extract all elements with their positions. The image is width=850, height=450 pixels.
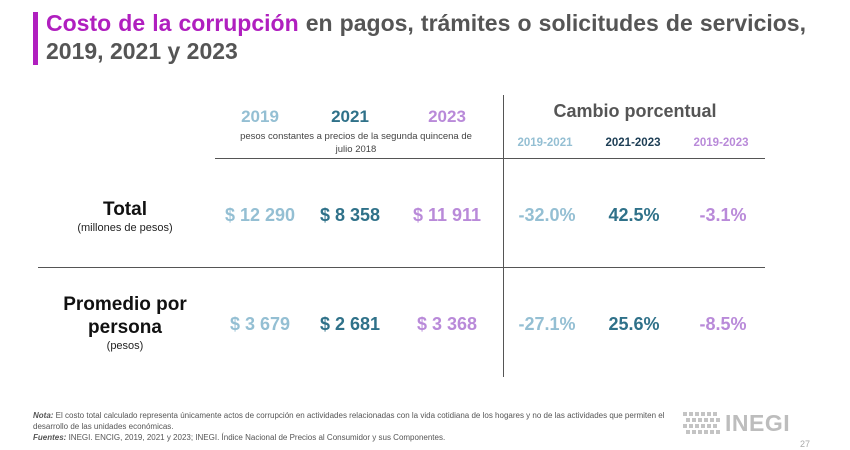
- period-2019-2021: 2019-2021: [517, 137, 573, 149]
- inegi-logo: INEGI: [683, 410, 803, 436]
- value-total-2023: $ 11 911: [412, 205, 482, 225]
- change-average-2021-2023: 25.6%: [608, 314, 660, 334]
- change-average-2019-2021: -27.1%: [518, 314, 576, 334]
- value-average-2021: $ 2 681: [319, 314, 381, 334]
- year-header-2021: 2021: [331, 107, 369, 126]
- change-total-2021-2023: 42.5%: [608, 205, 660, 225]
- note-label: Nota:: [33, 411, 54, 420]
- year-header-2019: 2019: [241, 107, 279, 126]
- change-total-2019-2023: -3.1%: [699, 205, 747, 225]
- header-divider: [215, 158, 765, 159]
- row-title: Promedio por persona: [63, 294, 187, 338]
- inegi-logo-icon: [683, 412, 720, 434]
- logo-wordmark: INEGI: [725, 410, 791, 436]
- title-accent-bar: [33, 12, 38, 65]
- period-2019-2023: 2019-2023: [693, 137, 749, 149]
- value-total-2021: $ 8 358: [319, 205, 381, 225]
- years-note: pesos constantes a precios de la segunda…: [240, 131, 472, 155]
- change-total-2019-2021: -32.0%: [518, 205, 576, 225]
- row-subtitle: (millones de pesos): [77, 222, 173, 234]
- sources-text: INEGI. ENCIG, 2019, 2021 y 2023; INEGI. …: [66, 433, 446, 442]
- row-label-total: Total (millones de pesos): [30, 198, 220, 235]
- note-text: El costo total calculado representa únic…: [33, 411, 665, 431]
- year-header-2023: 2023: [428, 107, 466, 126]
- row-divider: [38, 267, 765, 268]
- sources-label: Fuentes:: [33, 433, 67, 442]
- row-subtitle: (pesos): [106, 340, 144, 352]
- value-average-2023: $ 3 368: [416, 314, 478, 334]
- column-divider: [503, 95, 504, 377]
- row-title: Total: [103, 199, 147, 220]
- footer-note: Nota: El costo total calculado represent…: [33, 410, 673, 432]
- change-average-2019-2023: -8.5%: [699, 314, 747, 334]
- value-total-2019: $ 12 290: [224, 205, 296, 225]
- row-label-average: Promedio por persona (pesos): [30, 293, 220, 353]
- page-title: Costo de la corrupción en pagos, trámite…: [46, 9, 806, 65]
- value-average-2019: $ 3 679: [229, 314, 291, 334]
- title-rest: en pagos, trámites o solicitudes de serv…: [46, 10, 806, 64]
- page-number: 27: [800, 439, 811, 449]
- footer-notes: Nota: El costo total calculado represent…: [33, 410, 673, 443]
- change-header: Cambio porcentual: [553, 101, 717, 121]
- footer-sources: Fuentes: INEGI. ENCIG, 2019, 2021 y 2023…: [33, 432, 673, 443]
- period-2021-2023: 2021-2023: [605, 137, 661, 149]
- title-highlight: Costo de la corrupción: [46, 10, 299, 36]
